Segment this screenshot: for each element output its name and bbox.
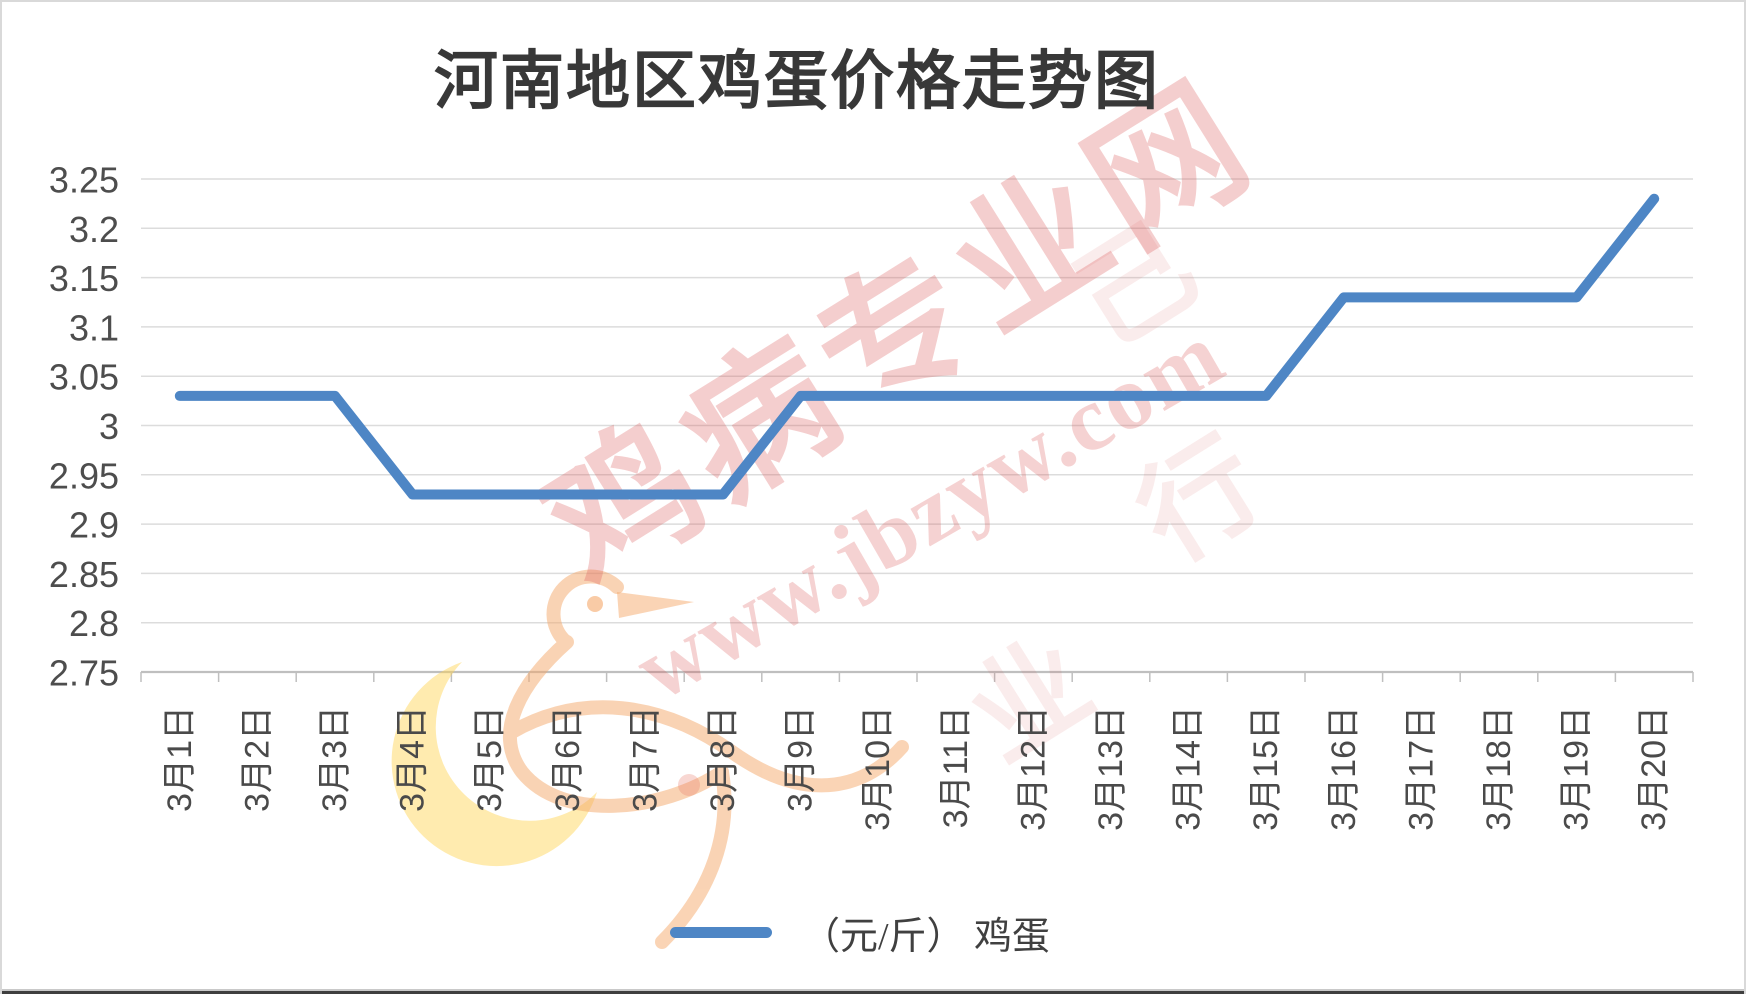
x-tick-label: 3月3日	[316, 706, 354, 812]
bottom-bar	[2, 991, 1744, 994]
bird-logo-icon	[391, 569, 909, 949]
x-tick-label: 3月19日	[1558, 706, 1596, 831]
x-tick-label: 3月10日	[859, 706, 897, 831]
y-tick-label: 2.85	[49, 554, 119, 595]
x-tick-label: 3月2日	[238, 706, 276, 812]
x-tick-label: 3月18日	[1480, 706, 1518, 831]
y-tick-label: 2.75	[49, 653, 119, 694]
legend-line-swatch	[670, 927, 772, 938]
y-tick-label: 3.2	[69, 209, 119, 250]
y-tick-label: 3.1	[69, 307, 119, 348]
x-tick-label: 3月12日	[1014, 706, 1052, 831]
legend-label: （元/斤） 鸡蛋	[802, 916, 1051, 958]
watermark-fragment: 行	[1117, 416, 1283, 586]
watermark-fragment: 业	[947, 616, 1113, 786]
bird-beak	[617, 592, 694, 618]
x-tick-label: 3月8日	[704, 706, 742, 812]
x-tick-label: 3月6日	[549, 706, 587, 812]
x-tick-label: 3月16日	[1325, 706, 1363, 831]
bird-wing	[505, 700, 909, 793]
bird-eye	[587, 596, 603, 612]
x-tick-label: 3月11日	[937, 706, 975, 828]
x-tick-label: 3月17日	[1402, 706, 1440, 831]
bottom-rule	[2, 989, 1744, 991]
x-tick-label: 3月9日	[782, 706, 820, 812]
watermark-dot	[678, 774, 700, 796]
y-tick-label: 2.9	[69, 505, 119, 546]
chart-title: 河南地区鸡蛋价格走势图	[434, 46, 1160, 117]
watermark-site-url: www.jbzyw.com	[618, 301, 1241, 721]
price-line	[174, 193, 1660, 500]
y-tick-label: 2.8	[69, 603, 119, 644]
crescent-icon	[391, 662, 597, 867]
watermark-fragment: 己	[1052, 201, 1218, 371]
legend: （元/斤） 鸡蛋	[670, 905, 1050, 960]
bird-head	[546, 569, 624, 648]
bird-neck	[503, 635, 729, 813]
x-tick-label: 3月20日	[1635, 706, 1673, 831]
x-tick-label: 3月4日	[394, 706, 432, 812]
x-tick-label: 3月1日	[161, 706, 199, 812]
x-tick-label: 3月15日	[1247, 706, 1285, 831]
y-tick-label: 2.95	[49, 455, 119, 496]
y-tick-label: 3.15	[49, 258, 119, 299]
x-tick-label: 3月5日	[471, 706, 509, 812]
x-tick-label: 3月7日	[626, 706, 664, 812]
x-tick-label: 3月13日	[1092, 706, 1130, 831]
x-tick-label: 3月14日	[1170, 706, 1208, 831]
y-tick-label: 3.05	[49, 357, 119, 398]
y-tick-label: 3.25	[49, 160, 119, 201]
y-tick-label: 3	[99, 406, 119, 447]
